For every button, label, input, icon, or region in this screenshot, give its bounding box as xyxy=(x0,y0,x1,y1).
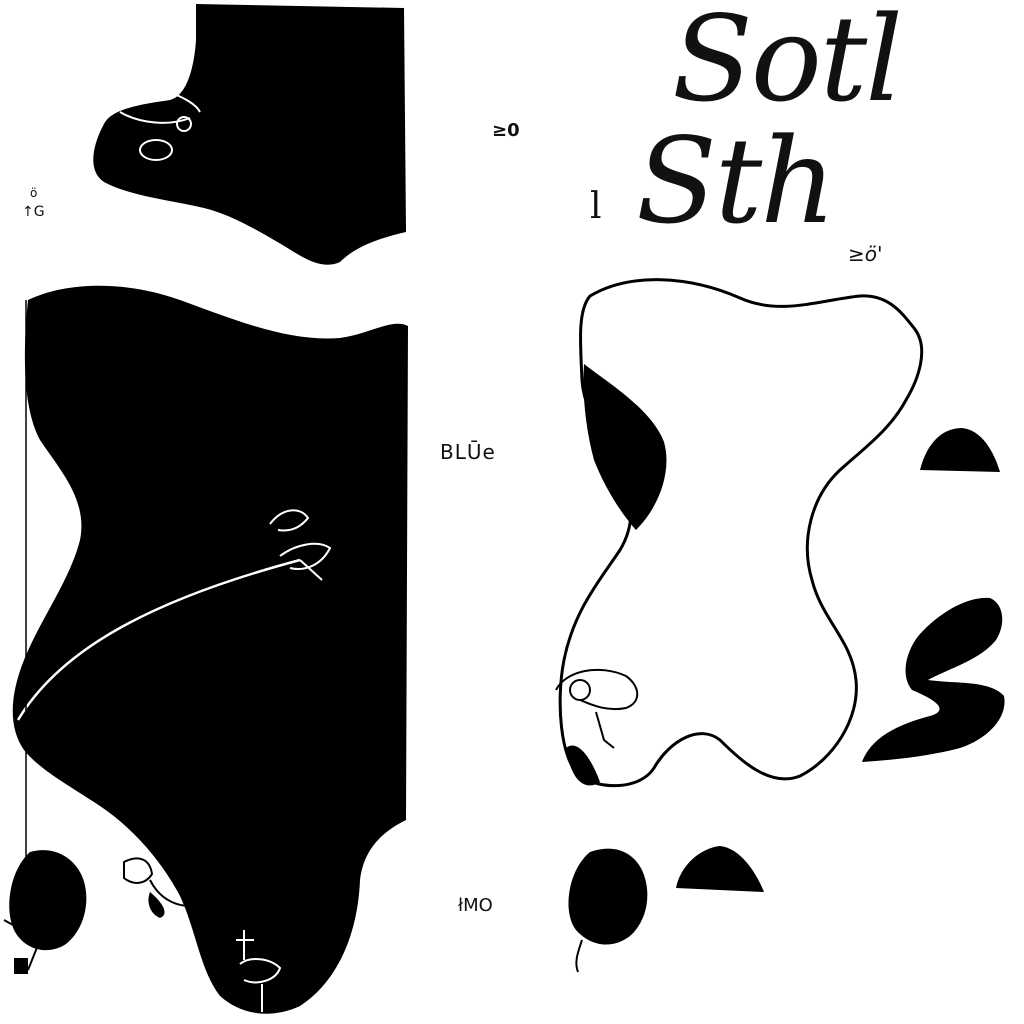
arc-line xyxy=(16,558,301,721)
label-bottom: łMO xyxy=(458,895,493,916)
title-line-2: Sth xyxy=(636,112,836,250)
right-small-mound xyxy=(920,428,1000,472)
right-s-shape xyxy=(862,597,1005,762)
label-side-mark: l xyxy=(590,186,602,227)
arc-creature-doodle xyxy=(269,509,332,581)
label-middle: BLŪe xyxy=(440,440,496,464)
bottom-center-blob xyxy=(568,848,648,945)
right-inner-black-wedge xyxy=(583,364,667,530)
label-left-small-a: ö xyxy=(30,186,38,200)
right-outline-shape xyxy=(558,278,924,788)
top-left-creature-doodle xyxy=(111,61,201,161)
top-left-ink-shape xyxy=(93,4,406,265)
left-ink-shape xyxy=(12,285,409,1014)
label-top-small: ≥0 xyxy=(492,120,520,141)
label-left-small-b: ↑G xyxy=(22,204,45,220)
right-shape-doodle xyxy=(555,668,639,749)
bottom-left-doodles xyxy=(3,834,213,974)
label-small-script: ≥ö' xyxy=(848,242,883,266)
bottom-center-drip xyxy=(575,939,583,973)
bottom-right-mound xyxy=(676,846,764,892)
right-shape-black-tip xyxy=(566,745,600,786)
bottom-figure-doodle xyxy=(236,930,282,1012)
title-line-1: Sotl xyxy=(672,0,903,128)
